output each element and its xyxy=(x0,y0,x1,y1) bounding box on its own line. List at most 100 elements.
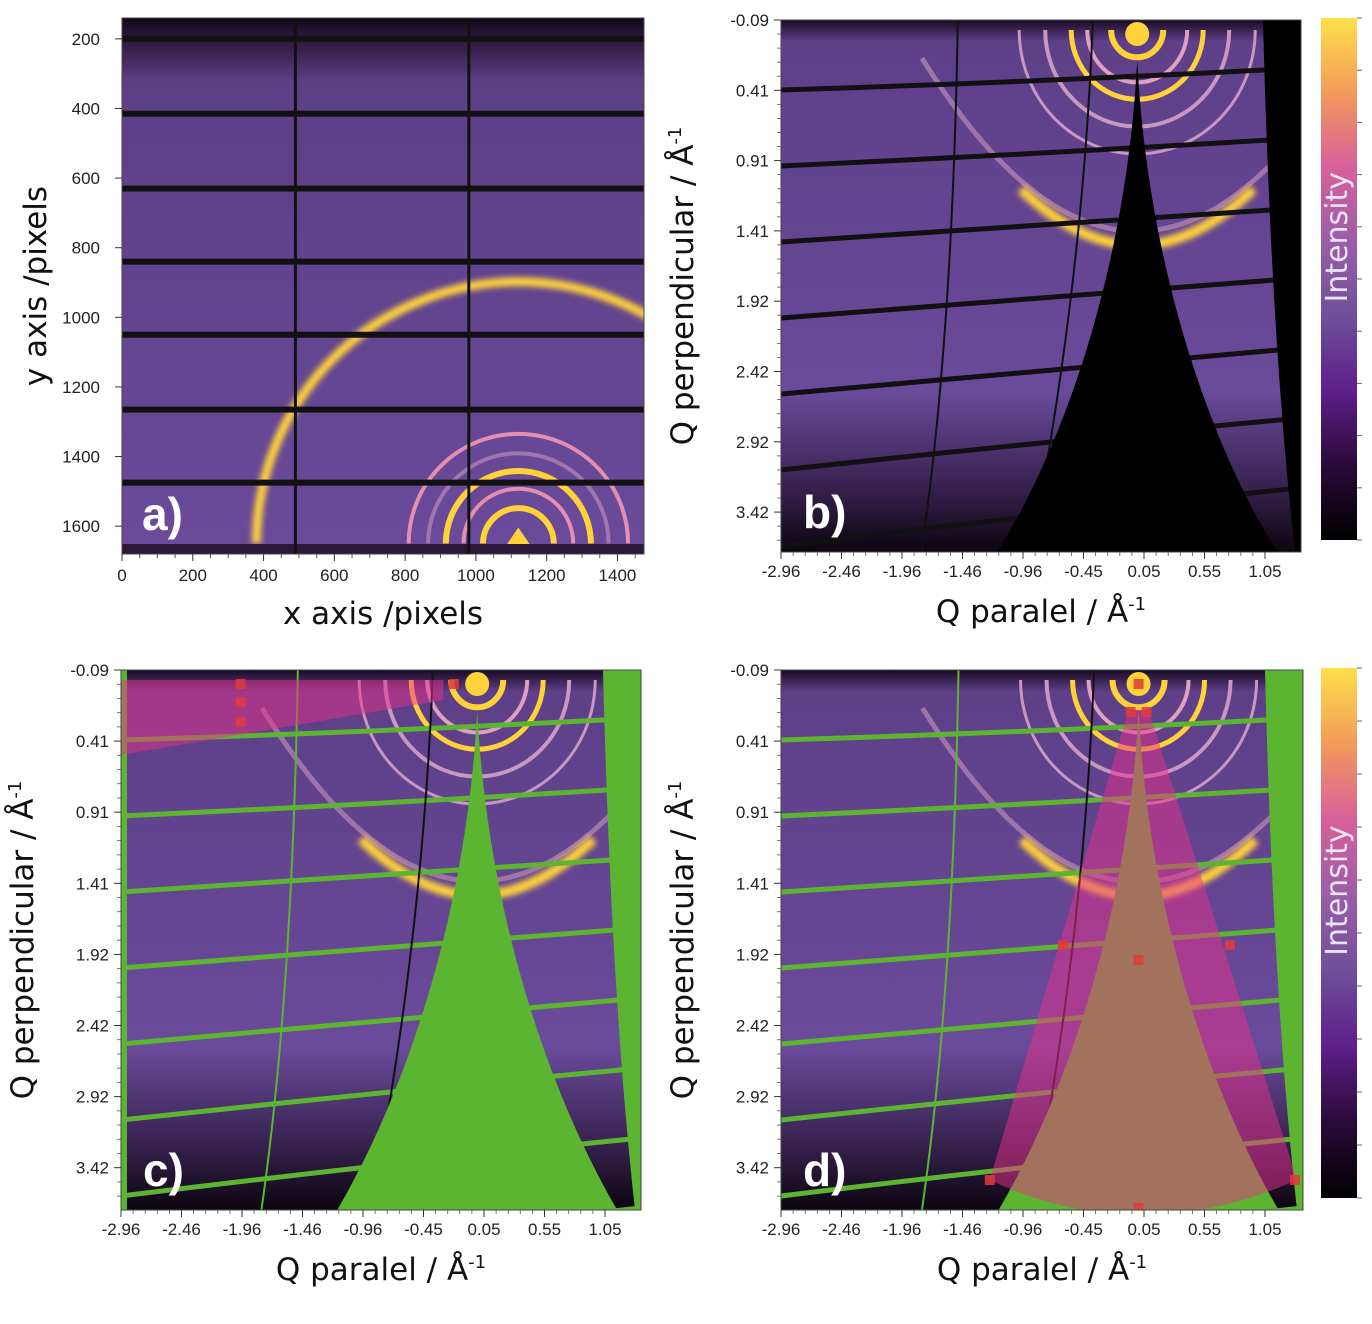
module-gap-curved xyxy=(781,925,1303,971)
panel-a-y-title: y axis /pixels xyxy=(18,186,54,386)
panel-b-image xyxy=(781,20,1301,552)
module-gap-horizontal xyxy=(122,110,644,117)
y-tick-label: -0.09 xyxy=(730,661,769,680)
x-tick-label: 1.05 xyxy=(588,1220,621,1239)
module-gap-curved xyxy=(121,785,641,819)
y-tick-label: 600 xyxy=(72,169,100,188)
x-tick-label: -0.96 xyxy=(1004,1220,1043,1239)
module-gap-curved xyxy=(781,205,1301,245)
beam-spot xyxy=(1125,22,1150,46)
x-title-sup: -1 xyxy=(1128,594,1146,615)
roi-handle xyxy=(984,1175,995,1185)
x-tick-label: -2.46 xyxy=(822,562,861,581)
missing-wedge-mask xyxy=(997,60,1278,552)
x-tick-label: -2.46 xyxy=(162,1220,201,1239)
panel-b-y-axis: -0.09 0.41 0.91 1.41 1.92 2.42 2.92 3.42 xyxy=(730,11,781,541)
y-tick-label: 1.92 xyxy=(76,945,109,964)
module-gap-curved xyxy=(781,855,1303,895)
x-tick-label: -2.96 xyxy=(102,1220,141,1239)
module-gap-vertical xyxy=(920,20,959,552)
diffraction-ring xyxy=(479,505,557,544)
y-tick-label: 0.91 xyxy=(736,803,769,822)
panel-b-label: b) xyxy=(803,486,846,538)
x-tick-label: -1.96 xyxy=(883,562,922,581)
module-gap-curved xyxy=(781,135,1301,169)
module-gap-vertical xyxy=(920,670,960,1210)
roi-handle xyxy=(1133,679,1144,689)
x-tick-label: 0.55 xyxy=(1188,1220,1221,1239)
y-tick-label: 800 xyxy=(72,239,100,258)
panel-d-x-title: Q paralel / Å-1 xyxy=(937,1252,1147,1288)
x-tick-label: -1.96 xyxy=(223,1220,262,1239)
y-tick-label: 3.42 xyxy=(736,1159,769,1178)
y-tick-label: 0.41 xyxy=(76,732,109,751)
x-tick-label: 0.05 xyxy=(467,1220,500,1239)
x-tick-label: -0.45 xyxy=(1064,1220,1103,1239)
x-tick-label: 400 xyxy=(249,566,277,585)
panel-b-colorbar xyxy=(1321,18,1357,540)
panel-a-label: a) xyxy=(142,488,183,540)
module-gap-curved xyxy=(781,345,1301,397)
module-gap-horizontal xyxy=(122,35,644,42)
x-title-sup: -1 xyxy=(468,1252,486,1273)
y-tick-label: 2.42 xyxy=(76,1017,109,1036)
x-tick-label: -0.45 xyxy=(1064,562,1103,581)
diffraction-ring xyxy=(1108,29,1167,61)
y-tick-label: 0.41 xyxy=(736,732,769,751)
x-tick-label: 0.55 xyxy=(1188,562,1221,581)
x-tick-label: -0.96 xyxy=(1004,562,1043,581)
panel-a-y-axis: 200 400 600 800 1000 1200 1400 1600 xyxy=(62,30,122,536)
roi-handle xyxy=(1290,1175,1300,1185)
roi-handle xyxy=(1125,707,1136,717)
y-tick-label: 1.41 xyxy=(736,222,769,241)
x-tick-label: -1.96 xyxy=(883,1220,922,1239)
diffraction-ring xyxy=(426,451,611,544)
edge-mask xyxy=(1265,670,1303,1210)
x-tick-label: -1.46 xyxy=(943,562,982,581)
panel-b-x-axis: -2.96 -2.46 -1.96 -1.46 -0.96 -0.45 0.05 0.55 1.… xyxy=(762,552,1282,581)
panel-c-x-axis: -2.96 -2.46 -1.96 -1.46 -0.96 -0.45 0.05 0.55 1.… xyxy=(102,1210,622,1239)
panel-b-frame xyxy=(780,19,1302,553)
edge-mask xyxy=(603,670,641,1210)
panel-d-colorbar xyxy=(1321,668,1357,1198)
roi-handle xyxy=(448,679,459,689)
y-tick-label: 1.92 xyxy=(736,292,769,311)
panel-d-y-axis: -0.09 0.41 0.91 1.41 1.92 2.42 2.92 3.42 xyxy=(730,661,781,1197)
x-tick-label: -0.45 xyxy=(404,1220,443,1239)
module-gap-curved xyxy=(781,65,1301,93)
panel-c-x-title: Q paralel / Å-1 xyxy=(276,1252,486,1288)
module-gap-vertical xyxy=(293,18,297,554)
module-gap-curved xyxy=(121,925,641,971)
panel-d-y-title: Q perpendicular / Å-1 xyxy=(665,781,701,1100)
module-gap-horizontal xyxy=(122,406,644,413)
edge-mask xyxy=(1263,20,1301,552)
x-tick-label: -2.96 xyxy=(762,562,801,581)
x-tick-label: 1.05 xyxy=(1248,562,1281,581)
y-tick-label: 1200 xyxy=(62,378,100,397)
y-tick-label: 0.41 xyxy=(736,81,769,100)
diffraction-ring xyxy=(442,468,594,544)
x-tick-label: 1200 xyxy=(528,566,566,585)
diffraction-ring xyxy=(448,679,507,711)
panel-b-x-title: Q paralel / Å-1 xyxy=(936,594,1146,630)
y-tick-label: 200 xyxy=(72,30,100,49)
y-tick-label: 1.41 xyxy=(736,874,769,893)
module-gap-curved xyxy=(781,715,1303,743)
x-tick-label: -2.46 xyxy=(822,1220,861,1239)
panel-a-x-title: x axis /pixels xyxy=(283,596,483,632)
x-tick-label: -2.96 xyxy=(762,1220,801,1239)
y-tick-label: -0.09 xyxy=(70,661,109,680)
y-title-sup: -1 xyxy=(665,127,686,145)
x-tick-label: 0.55 xyxy=(528,1220,561,1239)
roi-handle xyxy=(235,697,246,707)
y-tick-label: 2.92 xyxy=(76,1088,109,1107)
missing-wedge-mask xyxy=(337,710,618,1210)
panel-d-colorbar-label: Intensity xyxy=(1320,825,1355,956)
roi-handle xyxy=(235,717,246,727)
panel-d-label: d) xyxy=(803,1144,846,1196)
module-gap-curved xyxy=(121,855,641,895)
panel-c-y-axis: -0.09 0.41 0.91 1.41 1.92 2.42 2.92 3.42 xyxy=(70,661,121,1197)
roi-handle xyxy=(1133,1203,1144,1210)
diffraction-ring xyxy=(251,277,644,544)
